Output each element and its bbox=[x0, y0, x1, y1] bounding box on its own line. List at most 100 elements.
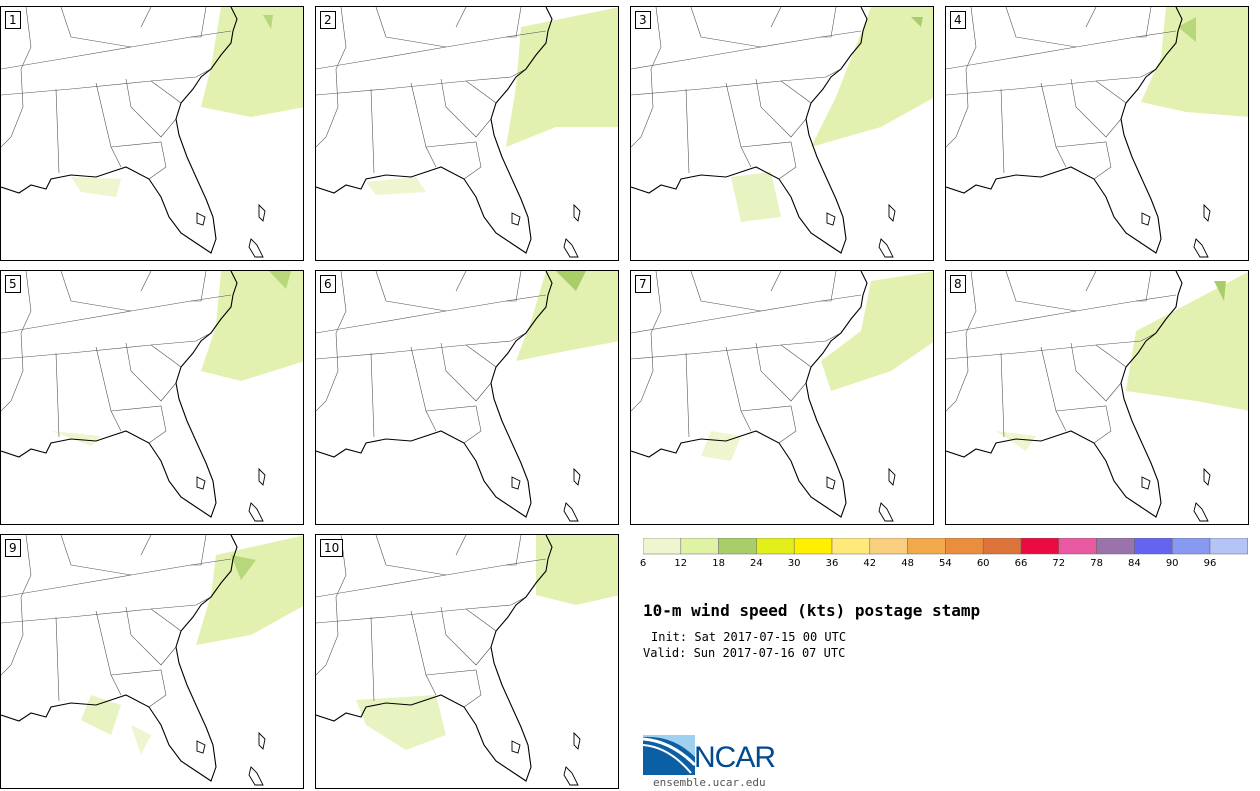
state-boundary bbox=[316, 596, 527, 624]
state-boundary bbox=[631, 68, 842, 96]
wind-shading bbox=[701, 431, 741, 461]
island-outline bbox=[826, 476, 836, 490]
island-outline bbox=[1203, 203, 1211, 222]
state-boundary bbox=[821, 7, 837, 38]
state-boundary bbox=[60, 7, 132, 48]
state-boundary bbox=[946, 271, 977, 412]
wind-speed-map bbox=[316, 535, 618, 786]
wind-shading bbox=[506, 7, 618, 147]
colorbar-tick-label: 84 bbox=[1128, 558, 1141, 569]
state-boundary bbox=[140, 535, 152, 556]
colorbar-tick-label: 96 bbox=[1203, 558, 1217, 569]
state-boundary bbox=[1040, 82, 1067, 168]
island-outline bbox=[511, 476, 521, 490]
state-boundary bbox=[316, 7, 347, 148]
member-label: 7 bbox=[635, 275, 651, 293]
island-outline bbox=[573, 203, 581, 222]
state-boundary bbox=[191, 535, 207, 566]
member-label: 5 bbox=[5, 275, 21, 293]
member-label: 6 bbox=[320, 275, 336, 293]
island-outline bbox=[258, 203, 266, 222]
member-panel-1: 1 bbox=[0, 6, 304, 261]
island-outline bbox=[573, 731, 581, 750]
member-panel-4: 4 bbox=[945, 6, 1249, 261]
state-boundary bbox=[425, 669, 482, 708]
island-outline bbox=[1193, 238, 1209, 258]
member-panel-7: 7 bbox=[630, 270, 934, 525]
island-outline bbox=[511, 740, 521, 754]
island-outline bbox=[1141, 212, 1151, 226]
state-boundary bbox=[1000, 88, 1005, 174]
state-boundary bbox=[506, 7, 522, 38]
island-outline bbox=[258, 731, 266, 750]
state-boundary bbox=[95, 346, 122, 432]
island-outline bbox=[1141, 476, 1151, 490]
state-boundary bbox=[440, 606, 492, 666]
member-panel-2: 2 bbox=[315, 6, 619, 261]
state-boundary bbox=[125, 606, 177, 666]
state-boundary bbox=[1000, 352, 1005, 438]
state-boundary bbox=[425, 141, 482, 180]
island-outline bbox=[563, 502, 579, 522]
state-boundary bbox=[946, 68, 1157, 96]
state-boundary bbox=[150, 80, 182, 104]
state-boundary bbox=[1070, 342, 1122, 402]
state-boundary bbox=[465, 344, 497, 368]
wind-shading bbox=[356, 695, 446, 750]
coastline bbox=[631, 7, 868, 254]
wind-shading bbox=[269, 271, 291, 289]
wind-shading bbox=[51, 431, 101, 446]
member-panel-3: 3 bbox=[630, 6, 934, 261]
island-outline bbox=[248, 238, 264, 258]
chart-title: 10-m wind speed (kts) postage stamp bbox=[643, 601, 981, 620]
state-boundary bbox=[946, 7, 977, 148]
colorbar-tick-label: 90 bbox=[1165, 558, 1179, 569]
wind-speed-map bbox=[631, 271, 933, 522]
state-boundary bbox=[631, 332, 842, 360]
colorbar bbox=[643, 538, 1248, 555]
wind-speed-map bbox=[1, 7, 303, 258]
wind-shading bbox=[1126, 272, 1248, 411]
colorbar-tick-label: 60 bbox=[976, 558, 990, 569]
coastline bbox=[631, 271, 868, 518]
colorbar-swatch bbox=[1020, 538, 1060, 555]
state-boundary bbox=[685, 352, 690, 438]
colorbar-tick-label: 54 bbox=[939, 558, 952, 569]
colorbar-swatch bbox=[1209, 538, 1248, 555]
state-boundary bbox=[465, 80, 497, 104]
state-boundary bbox=[1005, 271, 1077, 312]
state-boundary bbox=[631, 271, 662, 412]
wind-shading bbox=[1214, 281, 1226, 301]
state-boundary bbox=[1, 535, 32, 676]
island-outline bbox=[878, 502, 894, 522]
wind-speed-map bbox=[316, 7, 618, 258]
wind-shading bbox=[536, 535, 618, 605]
member-label: 4 bbox=[950, 11, 966, 29]
state-boundary bbox=[1136, 7, 1152, 38]
colorbar-tick-label: 6 bbox=[639, 558, 647, 569]
state-boundary bbox=[1040, 346, 1067, 432]
init-time: Init: Sat 2017-07-15 00 UTC bbox=[651, 630, 847, 644]
state-boundary bbox=[125, 342, 177, 402]
state-boundary bbox=[150, 344, 182, 368]
state-boundary bbox=[140, 7, 152, 28]
state-boundary bbox=[95, 610, 122, 696]
state-boundary bbox=[1, 68, 212, 96]
wind-shading bbox=[131, 725, 151, 755]
wind-shading bbox=[196, 535, 303, 645]
colorbar-swatch bbox=[907, 538, 946, 555]
island-outline bbox=[196, 740, 206, 754]
member-label: 2 bbox=[320, 11, 336, 29]
coastline bbox=[1, 271, 238, 518]
state-boundary bbox=[55, 616, 60, 702]
state-boundary bbox=[60, 271, 132, 312]
coastline bbox=[1, 7, 238, 254]
colorbar-tick-label: 36 bbox=[825, 558, 839, 569]
state-boundary bbox=[410, 610, 437, 696]
coastline bbox=[1, 535, 238, 782]
state-boundary bbox=[140, 271, 152, 292]
wind-shading bbox=[81, 695, 121, 735]
wind-shading bbox=[516, 271, 618, 361]
wind-shading bbox=[231, 555, 256, 580]
logo-name: NCAR bbox=[694, 741, 776, 774]
